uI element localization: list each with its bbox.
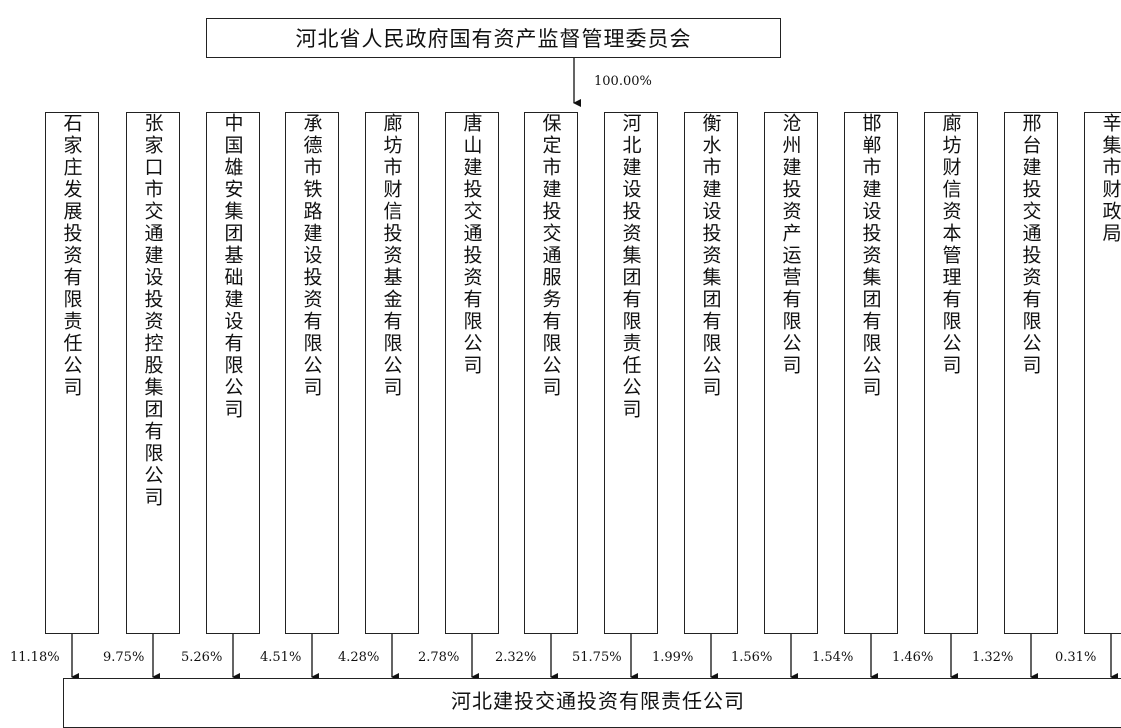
target-entity-box: 河北建投交通投资有限责任公司 <box>63 678 1121 728</box>
shareholder-name: 衡水市建设投资集团有限公司 <box>698 113 725 633</box>
shareholder-box: 唐山建投交通投资有限公司 <box>445 112 499 634</box>
shareholder-stake-label: 2.78% <box>418 650 459 665</box>
shareholder-name: 廊坊市财信投资基金有限公司 <box>379 113 406 633</box>
shareholder-box: 廊坊财信资本管理有限公司 <box>924 112 978 634</box>
shareholder-box: 邢台建投交通投资有限公司 <box>1004 112 1058 634</box>
shareholder-name: 邯郸市建设投资集团有限公司 <box>858 113 885 633</box>
shareholder-box: 中国雄安集团基础建设有限公司 <box>206 112 260 634</box>
shareholder-stake-label: 1.56% <box>731 650 772 665</box>
shareholder-box: 邯郸市建设投资集团有限公司 <box>844 112 898 634</box>
shareholder-stake-label: 51.75% <box>572 650 622 665</box>
shareholder-stake-label: 9.75% <box>103 650 144 665</box>
shareholder-name: 廊坊财信资本管理有限公司 <box>938 113 965 633</box>
shareholder-box: 张家口市交通建设投资控股集团有限公司 <box>126 112 180 634</box>
shareholder-name: 唐山建投交通投资有限公司 <box>459 113 486 633</box>
shareholder-name: 沧州建投资产运营有限公司 <box>778 113 805 633</box>
shareholder-box: 廊坊市财信投资基金有限公司 <box>365 112 419 634</box>
shareholder-stake-label: 11.18% <box>10 650 60 665</box>
shareholder-stake-label: 1.54% <box>812 650 853 665</box>
shareholder-stake-label: 4.28% <box>338 650 379 665</box>
shareholder-box: 辛集市财政局 <box>1084 112 1121 634</box>
shareholder-name: 辛集市财政局 <box>1098 113 1121 633</box>
shareholder-name: 中国雄安集团基础建设有限公司 <box>220 113 247 633</box>
shareholder-box: 承德市铁路建设投资有限公司 <box>285 112 339 634</box>
shareholder-stake-label: 0.31% <box>1055 650 1096 665</box>
shareholder-box: 衡水市建设投资集团有限公司 <box>684 112 738 634</box>
parent-entity-name: 河北省人民政府国有资产监督管理委员会 <box>296 23 692 53</box>
shareholder-stake-label: 1.46% <box>892 650 933 665</box>
parent-stake-label: 100.00% <box>594 74 652 89</box>
shareholder-box: 保定市建投交通服务有限公司 <box>524 112 578 634</box>
shareholder-name: 保定市建投交通服务有限公司 <box>538 113 565 633</box>
shareholder-stake-label: 2.32% <box>495 650 536 665</box>
shareholder-name: 承德市铁路建设投资有限公司 <box>299 113 326 633</box>
shareholder-stake-label: 4.51% <box>260 650 301 665</box>
shareholder-name: 张家口市交通建设投资控股集团有限公司 <box>140 113 167 633</box>
shareholder-box: 沧州建投资产运营有限公司 <box>764 112 818 634</box>
shareholder-box: 石家庄发展投资有限责任公司 <box>45 112 99 634</box>
shareholder-name: 邢台建投交通投资有限公司 <box>1018 113 1045 633</box>
parent-entity-box: 河北省人民政府国有资产监督管理委员会 <box>206 18 781 58</box>
shareholder-name: 石家庄发展投资有限责任公司 <box>59 113 86 633</box>
target-entity-name: 河北建投交通投资有限责任公司 <box>451 685 745 714</box>
shareholder-stake-label: 5.26% <box>181 650 222 665</box>
shareholder-box: 河北建设投资集团有限责任公司 <box>604 112 658 634</box>
shareholder-stake-label: 1.99% <box>652 650 693 665</box>
shareholder-stake-label: 1.32% <box>972 650 1013 665</box>
shareholder-name: 河北建设投资集团有限责任公司 <box>618 113 645 633</box>
